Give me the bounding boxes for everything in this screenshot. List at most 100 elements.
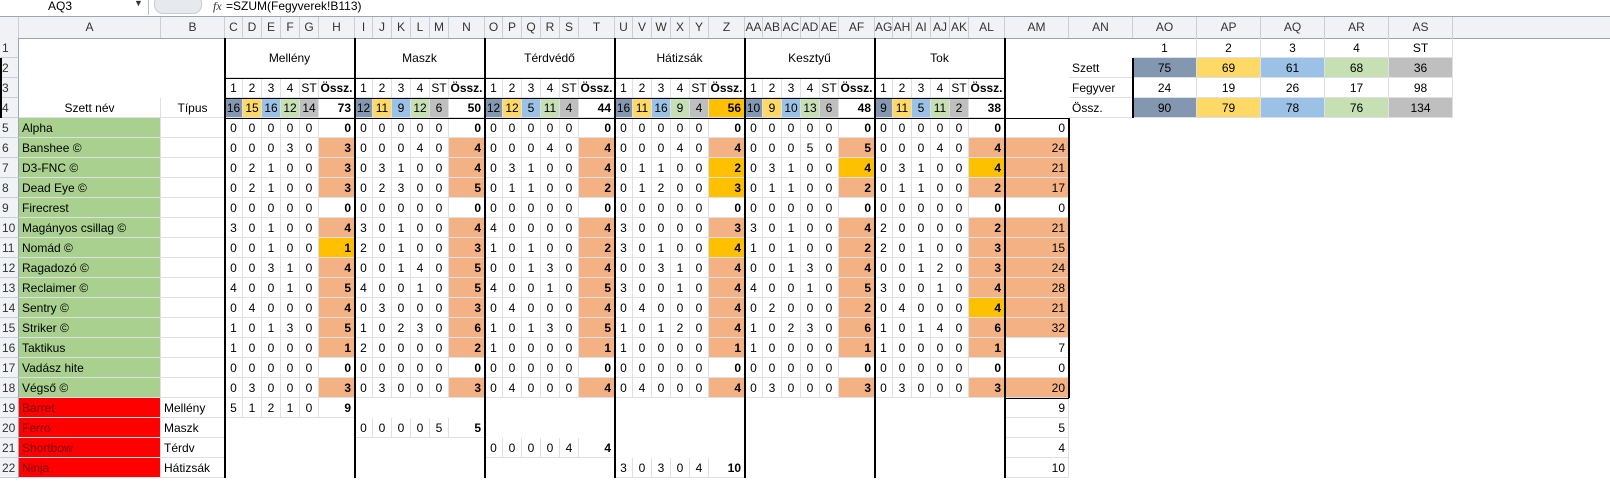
value-cell[interactable]: 2 [875, 218, 893, 238]
group-total[interactable]: 4 [449, 218, 485, 238]
value-cell[interactable]: 0 [912, 298, 931, 318]
value-cell[interactable]: 0 [300, 138, 319, 158]
value-cell[interactable]: 0 [615, 138, 633, 158]
column-header[interactable]: AN [1069, 17, 1133, 38]
value-cell[interactable]: 0 [373, 318, 392, 338]
subheader-3[interactable]: 3 [262, 78, 281, 98]
value-cell[interactable]: 0 [262, 358, 281, 378]
value-cell[interactable]: 5 [430, 418, 449, 438]
value-cell[interactable]: 3 [615, 458, 633, 478]
value-cell[interactable]: 0 [782, 198, 801, 218]
value-cell[interactable]: 1 [763, 178, 782, 198]
value-cell[interactable]: 0 [615, 198, 633, 218]
value-cell[interactable]: 1 [541, 278, 560, 298]
summary-value[interactable]: 17 [1325, 78, 1389, 98]
value-cell[interactable]: 1 [355, 318, 373, 338]
value-cell[interactable]: 0 [763, 318, 782, 338]
value-cell[interactable]: 0 [912, 118, 931, 138]
value-cell[interactable]: 0 [782, 278, 801, 298]
value-cell[interactable]: 0 [745, 158, 763, 178]
value-cell[interactable]: 0 [633, 338, 652, 358]
value-cell[interactable]: 0 [411, 358, 430, 378]
value-cell[interactable]: 1 [615, 318, 633, 338]
value-cell[interactable]: 0 [875, 178, 893, 198]
subheader-3[interactable]: 3 [522, 78, 541, 98]
column-header[interactable]: AR [1325, 17, 1389, 38]
value-cell[interactable]: 0 [522, 198, 541, 218]
subheader-1[interactable]: 1 [875, 78, 893, 98]
group-total[interactable]: 5 [579, 318, 615, 338]
subheader-4[interactable]: 4 [801, 78, 820, 98]
value-cell[interactable]: 2 [875, 238, 893, 258]
value-cell[interactable]: 3 [281, 318, 300, 338]
value-cell[interactable]: 0 [690, 198, 709, 218]
count-cell[interactable]: 10 [745, 98, 763, 118]
value-cell[interactable]: 0 [485, 258, 503, 278]
value-cell[interactable]: 0 [652, 118, 671, 138]
group-total[interactable]: 2 [579, 178, 615, 198]
value-cell[interactable]: 1 [912, 158, 931, 178]
group-total[interactable]: 4 [449, 138, 485, 158]
column-header[interactable]: AD [801, 17, 820, 38]
group-total[interactable]: 3 [969, 378, 1005, 398]
value-cell[interactable]: 4 [931, 138, 950, 158]
value-cell[interactable]: 0 [541, 338, 560, 358]
value-cell[interactable]: 0 [485, 298, 503, 318]
set-type[interactable] [161, 338, 225, 358]
count-cell[interactable]: 16 [615, 98, 633, 118]
value-cell[interactable]: 0 [745, 198, 763, 218]
value-cell[interactable]: 0 [950, 138, 969, 158]
value-cell[interactable]: 3 [541, 258, 560, 278]
value-cell[interactable]: 4 [579, 438, 615, 458]
value-cell[interactable]: 0 [373, 258, 392, 278]
summary-value[interactable]: 36 [1389, 58, 1453, 78]
value-cell[interactable]: 0 [763, 198, 782, 218]
value-cell[interactable]: 1 [893, 178, 912, 198]
group-total[interactable]: 6 [969, 318, 1005, 338]
summary-value[interactable]: 78 [1261, 98, 1325, 118]
value-cell[interactable]: 0 [560, 198, 579, 218]
value-cell[interactable]: 0 [225, 358, 243, 378]
value-cell[interactable]: 1 [262, 158, 281, 178]
value-cell[interactable]: 4 [633, 298, 652, 318]
value-cell[interactable]: 0 [690, 238, 709, 258]
subheader-ST[interactable]: ST [820, 78, 839, 98]
group-total[interactable]: 3 [449, 378, 485, 398]
single-total[interactable]: 10 [1005, 458, 1069, 478]
value-cell[interactable]: 0 [931, 198, 950, 218]
value-cell[interactable]: 1 [652, 238, 671, 258]
group-total[interactable]: 3 [319, 138, 355, 158]
subheader-ST[interactable]: ST [430, 78, 449, 98]
value-cell[interactable]: 3 [893, 158, 912, 178]
set-type[interactable] [161, 118, 225, 138]
value-cell[interactable]: 1 [633, 178, 652, 198]
value-cell[interactable]: 0 [430, 118, 449, 138]
row-header[interactable]: 19 [0, 398, 19, 418]
column-header[interactable]: AQ [1261, 17, 1325, 38]
value-cell[interactable]: 0 [763, 238, 782, 258]
count-cell[interactable]: 16 [652, 98, 671, 118]
group-total[interactable]: 4 [449, 158, 485, 178]
group-total[interactable]: 5 [839, 278, 875, 298]
group-total[interactable]: 4 [969, 298, 1005, 318]
value-cell[interactable]: 3 [615, 238, 633, 258]
value-cell[interactable]: 0 [560, 258, 579, 278]
value-cell[interactable]: 0 [503, 218, 522, 238]
value-cell[interactable]: 0 [671, 178, 690, 198]
value-cell[interactable]: 0 [225, 238, 243, 258]
value-cell[interactable]: 0 [281, 298, 300, 318]
subheader-3[interactable]: 3 [912, 78, 931, 98]
value-cell[interactable]: 0 [355, 198, 373, 218]
value-cell[interactable]: 3 [745, 218, 763, 238]
value-cell[interactable]: 0 [820, 278, 839, 298]
value-cell[interactable]: 1 [281, 398, 300, 418]
value-cell[interactable]: 1 [281, 278, 300, 298]
group-total[interactable]: 3 [709, 218, 745, 238]
value-cell[interactable]: 0 [503, 278, 522, 298]
value-cell[interactable]: 0 [560, 298, 579, 318]
value-cell[interactable]: 0 [893, 198, 912, 218]
summary-header[interactable]: 2 [1197, 38, 1261, 58]
value-cell[interactable]: 0 [615, 258, 633, 278]
column-header[interactable]: AC [782, 17, 801, 38]
value-cell[interactable]: 0 [560, 158, 579, 178]
